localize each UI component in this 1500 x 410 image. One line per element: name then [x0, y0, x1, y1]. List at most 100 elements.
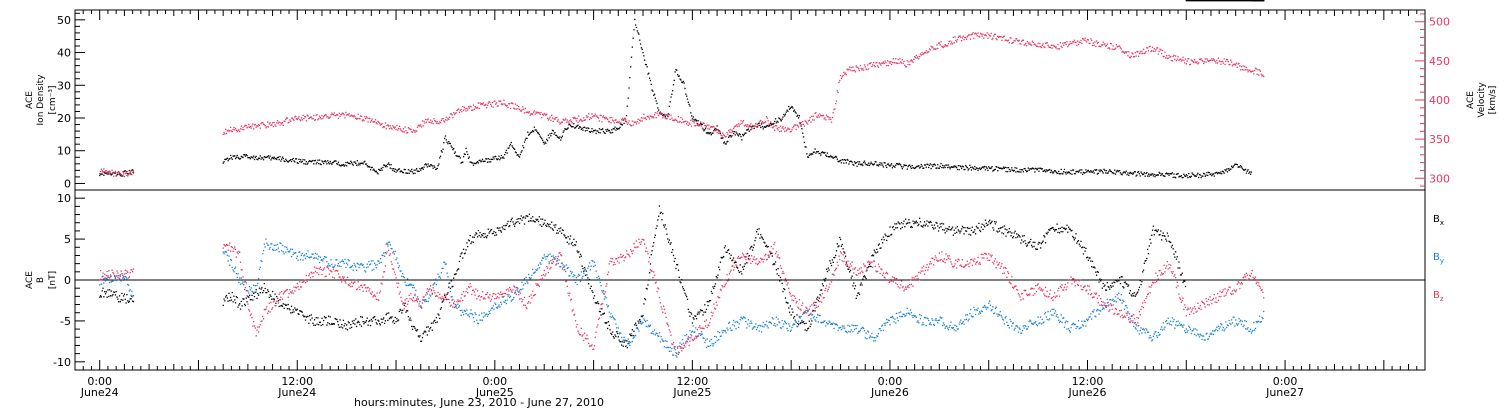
top-data-point — [104, 172, 107, 174]
top-data-point — [519, 153, 522, 156]
top-data-point — [291, 158, 294, 161]
bottom-data-point — [1117, 279, 1119, 281]
bottom-data-point — [396, 318, 398, 320]
top-data-point — [114, 170, 117, 173]
bottom-data-point — [315, 316, 317, 319]
top-data-point — [1025, 171, 1028, 173]
bottom-data-point — [854, 285, 857, 287]
bottom-data-point — [776, 324, 778, 326]
top-data-point — [1235, 62, 1238, 64]
bottom-data-point — [514, 291, 517, 294]
top-data-point — [1113, 172, 1115, 175]
bottom-data-point — [873, 249, 875, 251]
top-data-point — [118, 171, 120, 173]
bottom-data-point — [765, 324, 767, 326]
bottom-data-point — [470, 309, 472, 311]
bottom-data-point — [1147, 253, 1150, 255]
top-data-point — [1133, 170, 1136, 173]
top-data-point — [444, 119, 447, 121]
top-data-point — [390, 127, 392, 129]
top-data-point — [1024, 167, 1026, 170]
bottom-data-point — [806, 329, 808, 332]
top-data-point — [1086, 171, 1088, 173]
bottom-data-point — [422, 333, 424, 335]
bottom-data-point — [99, 296, 101, 298]
top-data-point — [892, 58, 894, 60]
bottom-data-point — [892, 225, 894, 228]
top-data-point — [374, 119, 377, 121]
top-data-point — [461, 161, 463, 164]
bottom-data-point — [353, 262, 355, 265]
bottom-data-point — [244, 304, 247, 307]
top-data-point — [317, 119, 319, 121]
bottom-data-point — [851, 324, 853, 326]
top-data-point — [709, 126, 712, 128]
bottom-data-point — [827, 267, 829, 269]
top-data-point — [114, 172, 117, 174]
bottom-data-point — [767, 245, 769, 248]
bottom-data-point — [1135, 294, 1137, 296]
top-data-point — [987, 37, 989, 39]
top-data-point — [1009, 170, 1011, 173]
top-data-point — [605, 116, 607, 118]
bottom-data-point — [349, 266, 351, 269]
bottom-data-point — [522, 288, 524, 290]
top-data-point — [104, 172, 106, 174]
top-data-point — [865, 163, 867, 166]
bottom-data-point — [720, 335, 722, 337]
top-data-point — [746, 129, 749, 131]
top-data-point — [713, 126, 715, 128]
top-data-point — [522, 106, 524, 108]
bottom-data-point — [323, 255, 326, 258]
top-data-point — [690, 115, 693, 117]
top-data-point — [638, 33, 640, 35]
top-data-point — [575, 120, 578, 122]
top-data-point — [1007, 171, 1009, 173]
bottom-data-point — [914, 315, 917, 317]
top-data-point — [626, 105, 629, 107]
bottom-data-point — [687, 338, 689, 340]
top-data-point — [730, 131, 732, 134]
bottom-data-point — [324, 256, 326, 258]
bottom-data-point — [758, 228, 760, 230]
top-data-point — [257, 159, 259, 161]
top-data-point — [794, 124, 796, 126]
bottom-data-point — [659, 341, 661, 343]
bottom-data-point — [951, 226, 954, 228]
top-data-point — [783, 113, 785, 116]
bottom-data-point — [352, 322, 354, 324]
top-data-point — [937, 164, 939, 166]
bottom-data-point — [708, 301, 710, 303]
bottom-data-point — [875, 337, 877, 339]
top-data-point — [262, 157, 264, 159]
top-data-point — [262, 122, 264, 124]
top-data-point — [107, 171, 109, 174]
top-data-point — [769, 124, 771, 127]
top-data-point — [709, 132, 711, 135]
top-data-point — [1012, 41, 1015, 44]
top-data-point — [548, 118, 550, 120]
bottom-data-point — [1199, 0, 1201, 2]
bottom-data-point — [406, 310, 409, 312]
bottom-data-point — [1069, 228, 1071, 230]
top-data-point — [611, 129, 613, 131]
top-data-point — [566, 119, 568, 121]
bottom-data-point — [1146, 257, 1148, 260]
bottom-data-point — [417, 335, 419, 337]
top-data-point — [1119, 172, 1122, 174]
top-data-point — [1067, 171, 1070, 173]
bottom-data-point — [815, 301, 817, 304]
bottom-data-point — [1050, 227, 1052, 230]
bottom-data-point — [849, 325, 851, 327]
top-data-point — [1108, 170, 1110, 172]
top-data-point — [763, 126, 765, 128]
bottom-data-point — [381, 321, 383, 324]
bottom-data-point — [690, 313, 693, 315]
top-data-point — [613, 128, 615, 130]
top-data-point — [949, 40, 951, 42]
top-data-point — [952, 36, 955, 39]
top-data-point — [904, 64, 906, 66]
top-data-point — [353, 161, 355, 163]
top-data-point — [804, 146, 806, 148]
